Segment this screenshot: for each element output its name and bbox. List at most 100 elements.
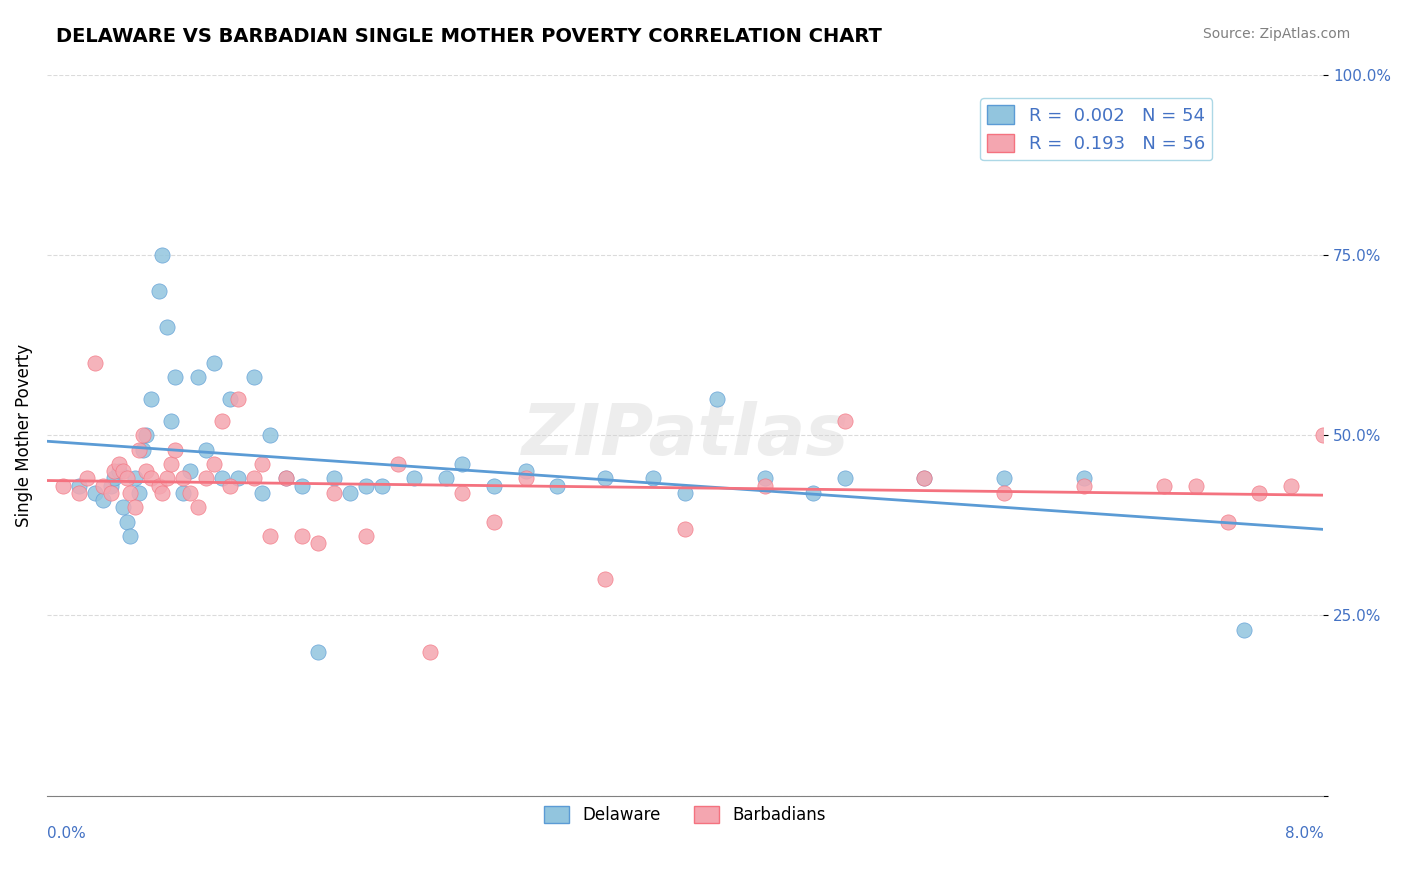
Legend: Delaware, Barbadians: Delaware, Barbadians <box>537 799 832 830</box>
Point <box>160 414 183 428</box>
Point <box>228 471 250 485</box>
Point <box>1073 471 1095 485</box>
Point <box>1153 478 1175 492</box>
Point <box>912 471 935 485</box>
Text: ZIPatlas: ZIPatlas <box>522 401 849 470</box>
Point <box>103 471 125 485</box>
Point <box>673 522 696 536</box>
Point <box>172 486 194 500</box>
Point <box>163 370 186 384</box>
Point <box>131 428 153 442</box>
Point <box>187 370 209 384</box>
Point <box>834 471 856 485</box>
Point <box>118 529 141 543</box>
Point <box>228 392 250 406</box>
Point <box>323 471 346 485</box>
Text: 8.0%: 8.0% <box>1285 826 1323 841</box>
Point <box>219 478 242 492</box>
Point <box>172 471 194 485</box>
Point <box>83 486 105 500</box>
Point <box>482 515 505 529</box>
Point <box>307 644 329 658</box>
Text: Source: ZipAtlas.com: Source: ZipAtlas.com <box>1202 27 1350 41</box>
Point <box>1184 478 1206 492</box>
Point <box>112 464 135 478</box>
Point <box>76 471 98 485</box>
Point <box>107 457 129 471</box>
Point <box>754 478 776 492</box>
Point <box>834 414 856 428</box>
Point <box>354 529 377 543</box>
Point <box>801 486 824 500</box>
Point <box>150 486 173 500</box>
Point <box>115 515 138 529</box>
Point <box>211 414 233 428</box>
Point <box>150 248 173 262</box>
Point <box>100 478 122 492</box>
Point <box>118 486 141 500</box>
Point <box>135 464 157 478</box>
Point <box>1232 623 1254 637</box>
Point <box>419 644 441 658</box>
Point <box>993 486 1015 500</box>
Point <box>402 471 425 485</box>
Point <box>515 471 537 485</box>
Point <box>148 478 170 492</box>
Point <box>754 471 776 485</box>
Text: 0.0%: 0.0% <box>46 826 86 841</box>
Point <box>163 442 186 457</box>
Point <box>643 471 665 485</box>
Point <box>595 573 617 587</box>
Point <box>323 486 346 500</box>
Point <box>100 486 122 500</box>
Point <box>160 457 183 471</box>
Point <box>124 471 146 485</box>
Point <box>276 471 298 485</box>
Point <box>1312 428 1334 442</box>
Point <box>103 464 125 478</box>
Point <box>291 529 314 543</box>
Point <box>52 478 75 492</box>
Point <box>195 442 218 457</box>
Point <box>67 478 90 492</box>
Point <box>259 428 281 442</box>
Point <box>135 428 157 442</box>
Point <box>195 471 218 485</box>
Point <box>131 442 153 457</box>
Point <box>243 370 266 384</box>
Point <box>291 478 314 492</box>
Point <box>128 486 150 500</box>
Point <box>155 320 177 334</box>
Point <box>219 392 242 406</box>
Point <box>1073 478 1095 492</box>
Point <box>202 356 225 370</box>
Point <box>139 471 162 485</box>
Point <box>252 457 274 471</box>
Point <box>1249 486 1271 500</box>
Point <box>67 486 90 500</box>
Point <box>1216 515 1239 529</box>
Point <box>179 464 201 478</box>
Point <box>912 471 935 485</box>
Text: DELAWARE VS BARBADIAN SINGLE MOTHER POVERTY CORRELATION CHART: DELAWARE VS BARBADIAN SINGLE MOTHER POVE… <box>56 27 882 45</box>
Point <box>91 478 114 492</box>
Point <box>179 486 201 500</box>
Point <box>187 500 209 515</box>
Point <box>673 486 696 500</box>
Point <box>155 471 177 485</box>
Point <box>450 457 472 471</box>
Point <box>139 392 162 406</box>
Point <box>387 457 409 471</box>
Point <box>83 356 105 370</box>
Point <box>706 392 728 406</box>
Point <box>307 536 329 550</box>
Point <box>243 471 266 485</box>
Point <box>354 478 377 492</box>
Point <box>148 284 170 298</box>
Point <box>1329 478 1351 492</box>
Point <box>595 471 617 485</box>
Point <box>107 464 129 478</box>
Point <box>202 457 225 471</box>
Point <box>124 500 146 515</box>
Point <box>112 500 135 515</box>
